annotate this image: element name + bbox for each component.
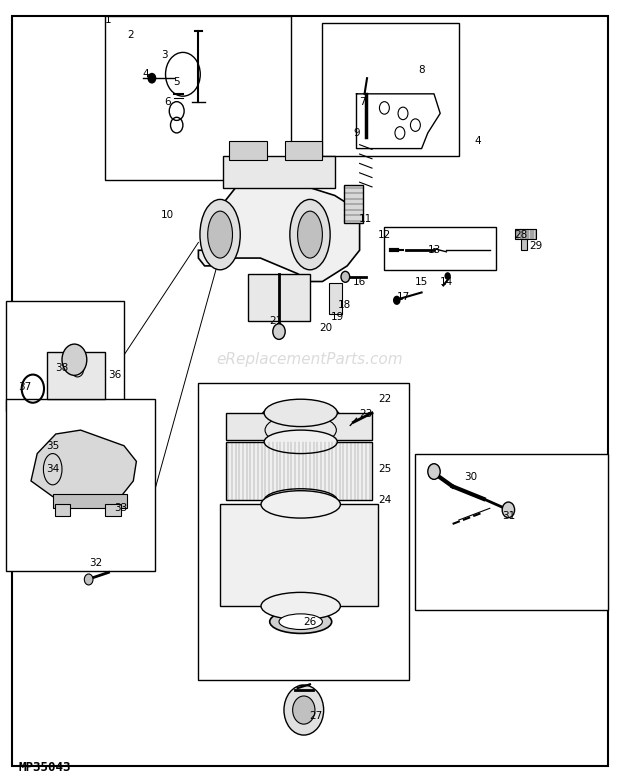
Bar <box>515 229 536 239</box>
Circle shape <box>428 464 440 479</box>
Text: 15: 15 <box>415 277 428 286</box>
Circle shape <box>284 685 324 735</box>
Text: 2: 2 <box>127 30 133 40</box>
Bar <box>46 352 105 399</box>
Text: 7: 7 <box>360 97 366 106</box>
Bar <box>415 454 608 610</box>
Text: 35: 35 <box>46 441 60 450</box>
Text: 22: 22 <box>378 394 391 404</box>
Text: 16: 16 <box>353 277 366 286</box>
Text: 19: 19 <box>331 312 345 321</box>
Text: 17: 17 <box>396 292 410 302</box>
Bar <box>6 399 155 571</box>
Ellipse shape <box>298 211 322 258</box>
Text: MP35043: MP35043 <box>19 761 71 774</box>
Text: 34: 34 <box>46 465 60 474</box>
Text: 23: 23 <box>359 410 373 419</box>
Text: 4: 4 <box>143 70 149 79</box>
Text: 1: 1 <box>105 15 112 24</box>
Ellipse shape <box>270 610 332 633</box>
Ellipse shape <box>264 399 337 427</box>
Text: 32: 32 <box>89 558 103 568</box>
Text: 13: 13 <box>427 246 441 255</box>
Bar <box>248 274 310 321</box>
Bar <box>105 16 291 180</box>
Text: 28: 28 <box>514 230 528 239</box>
Bar <box>223 156 335 188</box>
Text: 18: 18 <box>337 300 351 310</box>
Text: 27: 27 <box>309 711 323 720</box>
Ellipse shape <box>200 199 241 270</box>
Text: 8: 8 <box>418 66 425 75</box>
Circle shape <box>502 502 515 518</box>
Ellipse shape <box>279 614 322 630</box>
Text: 4: 4 <box>474 136 480 145</box>
Text: 26: 26 <box>303 617 317 626</box>
Circle shape <box>445 273 450 279</box>
Text: 6: 6 <box>164 97 171 106</box>
Ellipse shape <box>264 430 337 454</box>
Bar <box>6 301 124 411</box>
Bar <box>226 413 372 440</box>
Bar <box>53 494 127 508</box>
Bar <box>521 239 527 250</box>
Bar <box>226 442 372 500</box>
Bar <box>322 23 459 156</box>
FancyBboxPatch shape <box>12 16 608 766</box>
Ellipse shape <box>290 199 330 270</box>
Circle shape <box>148 74 156 83</box>
Polygon shape <box>198 180 360 282</box>
Circle shape <box>341 271 350 282</box>
Circle shape <box>62 344 87 375</box>
Bar <box>220 504 378 606</box>
Text: 20: 20 <box>319 324 332 333</box>
Text: 38: 38 <box>55 363 69 372</box>
Bar <box>229 141 267 160</box>
Text: eReplacementParts.com: eReplacementParts.com <box>216 352 404 368</box>
Text: 30: 30 <box>464 472 478 482</box>
Bar <box>105 504 121 516</box>
Text: 5: 5 <box>174 77 180 87</box>
Bar <box>285 141 322 160</box>
Circle shape <box>273 324 285 339</box>
Ellipse shape <box>261 491 340 518</box>
Circle shape <box>64 352 91 386</box>
Text: 9: 9 <box>353 128 360 138</box>
Bar <box>384 227 496 270</box>
Text: 3: 3 <box>161 50 167 59</box>
Text: 33: 33 <box>114 504 128 513</box>
Text: 25: 25 <box>378 465 391 474</box>
Bar <box>344 185 363 223</box>
Circle shape <box>394 296 400 304</box>
Text: 11: 11 <box>359 214 373 224</box>
Circle shape <box>84 574 93 585</box>
Text: 31: 31 <box>502 511 515 521</box>
Ellipse shape <box>264 489 337 512</box>
Text: 29: 29 <box>529 242 543 251</box>
Text: 37: 37 <box>18 382 32 392</box>
Bar <box>329 283 342 314</box>
Ellipse shape <box>208 211 232 258</box>
Bar <box>55 504 70 516</box>
Text: 12: 12 <box>378 230 391 239</box>
Text: 36: 36 <box>108 371 122 380</box>
Polygon shape <box>31 430 136 497</box>
Bar <box>198 383 409 680</box>
Circle shape <box>293 696 315 724</box>
Text: 14: 14 <box>440 277 453 286</box>
Text: 10: 10 <box>161 210 174 220</box>
Ellipse shape <box>261 593 340 619</box>
Text: 24: 24 <box>378 496 391 505</box>
Text: 21: 21 <box>269 316 283 325</box>
Ellipse shape <box>260 400 341 438</box>
Circle shape <box>71 361 84 377</box>
